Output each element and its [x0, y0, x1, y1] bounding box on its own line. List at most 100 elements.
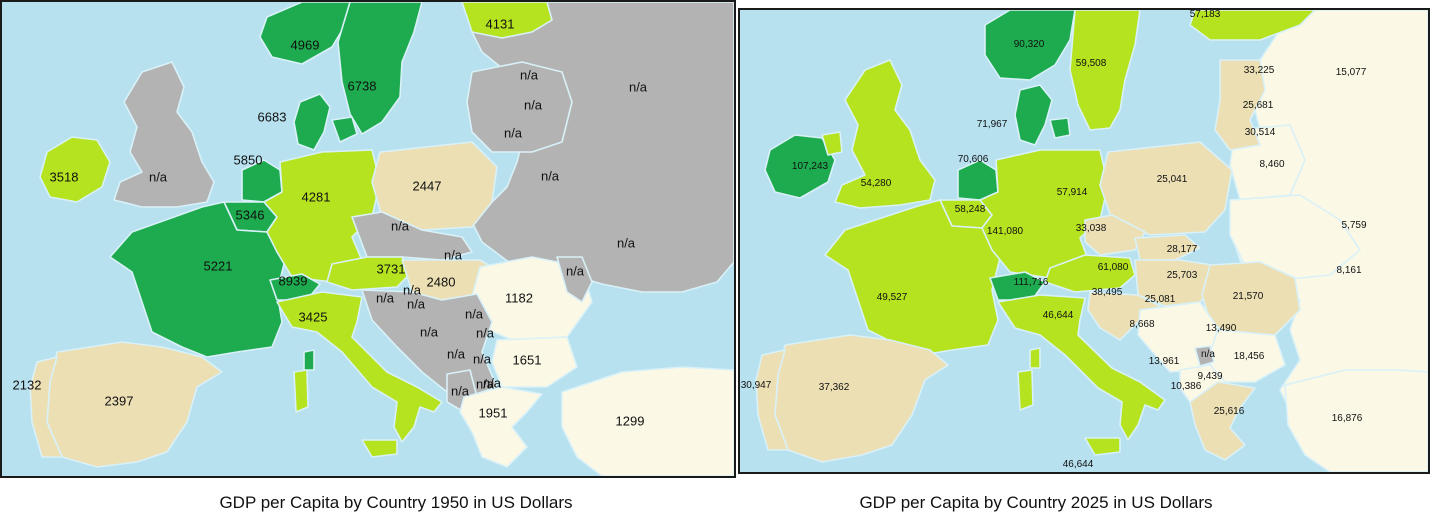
map-2025-value-label: 25,703 — [1166, 270, 1198, 281]
caption-1950: GDP per Capita by Country 1950 in US Dol… — [219, 493, 573, 512]
map-1950-value-label: n/a — [443, 247, 463, 263]
map-2025-value-label: 107,243 — [791, 161, 829, 172]
map-2025-value-label: 5,759 — [1341, 220, 1367, 231]
map-2025-value-label: 25,081 — [1144, 294, 1176, 305]
map-1950-value-label: 3731 — [376, 261, 406, 277]
map-2025-value-label: 33,038 — [1075, 223, 1107, 234]
map-2025-value-label: 54,280 — [860, 178, 892, 189]
map-1950-value-label: 1951 — [478, 405, 508, 421]
map-1950-value-label: 5850 — [233, 152, 263, 168]
map-2025-value-label: 21,570 — [1232, 291, 1264, 302]
map-2025-value-label: 71,967 — [976, 119, 1008, 130]
region-bulgaria-1950 — [491, 336, 578, 388]
region-baltics-1950 — [466, 61, 573, 153]
map-2025-value-label: 25,616 — [1213, 406, 1245, 417]
map-2025-value-label: 8,668 — [1129, 319, 1155, 330]
region-switzerland-2025 — [989, 271, 1046, 301]
region-n-ireland-2025 — [821, 131, 843, 156]
map-2025-value-label: n/a — [1201, 349, 1215, 360]
region-austria-1950 — [326, 256, 413, 291]
region-denmark-islands-1950 — [331, 116, 358, 143]
map-1950-value-label: 6683 — [257, 109, 287, 125]
region-ukraine-2025 — [1229, 194, 1361, 281]
map-2025-value-label: 28,177 — [1166, 244, 1198, 255]
map-1950-value-label: n/a — [390, 218, 410, 234]
region-sardinia-1950 — [293, 369, 309, 413]
region-norway-2025 — [984, 10, 1076, 81]
map-2025-value-label: 46,644 — [1042, 310, 1074, 321]
map-2025-land — [755, 10, 1428, 472]
map-1950-value-label: n/a — [503, 125, 523, 141]
region-moldova-1950 — [556, 256, 593, 303]
region-croatia-2025 — [1087, 291, 1161, 341]
region-spain-1950 — [46, 341, 223, 468]
region-italy-2025 — [997, 294, 1166, 441]
map-1950-value-label: n/a — [540, 168, 560, 184]
region-sweden-2025 — [1069, 10, 1141, 131]
region-slovakia-2025 — [1134, 234, 1201, 261]
map-1950-value-label: n/a — [475, 325, 495, 341]
region-sicily-2025 — [1084, 437, 1121, 456]
map-1950-value-label: 1182 — [505, 290, 533, 306]
map-2025-value-label: 57,183 — [1189, 9, 1221, 20]
region-austria-2025 — [1044, 254, 1136, 293]
caption-2025: GDP per Capita by Country 2025 in US Dol… — [859, 493, 1213, 512]
region-portugal-1950 — [29, 356, 63, 458]
region-turkey-2025 — [1284, 369, 1428, 472]
region-denmark-2025 — [1014, 84, 1053, 146]
region-poland-2025 — [1099, 141, 1233, 236]
map-1950-value-label: n/a — [148, 169, 168, 185]
map-2025-value-label: 16,876 — [1331, 413, 1363, 424]
map-1950-value-label: n/a — [402, 282, 422, 298]
region-czechia-2025 — [1084, 214, 1146, 256]
map-2025-value-label: 57,914 — [1056, 187, 1088, 198]
map-1950-value-label: 1651 — [512, 352, 542, 368]
map-1950-value-label: 6738 — [347, 78, 377, 94]
region-france-2025 — [824, 199, 1003, 356]
map-1950-value-label: n/a — [628, 79, 648, 95]
map-1950: 4969 6738 4131 6683 5850 3518 n/a 4281 2447 5346 5… — [0, 0, 736, 478]
map-2025-value-label: 90,320 — [1013, 39, 1045, 50]
region-denmark-1950 — [293, 93, 331, 151]
map-2025-value-label: 8,460 — [1259, 159, 1285, 170]
map-2025-value-label: 59,508 — [1075, 58, 1107, 69]
map-1950-value-label: 2447 — [412, 178, 442, 194]
map-2025-value-label: 38,495 — [1091, 287, 1123, 298]
map-1950-land — [29, 2, 734, 476]
region-denmark-islands-2025 — [1049, 117, 1071, 139]
map-1950-value-label: n/a — [472, 351, 492, 367]
region-portugal-2025 — [755, 349, 789, 451]
map-1950-value-label: 3425 — [298, 309, 328, 325]
region-kosovo-2025 — [1194, 345, 1215, 367]
map-1950-value-label: n/a — [446, 346, 466, 362]
map-2025-value-label: 33,225 — [1243, 65, 1275, 76]
map-1950-value-label: 2132 — [12, 377, 42, 393]
map-2025-value-label: 58,248 — [954, 204, 986, 215]
map-1950-value-label: n/a — [406, 296, 426, 312]
map-2025-value-label: 9,439 — [1197, 371, 1223, 382]
map-2025-value-label: 13,490 — [1205, 323, 1237, 334]
map-1950-value-label: n/a — [419, 324, 439, 340]
map-2025-value-label: 70,606 — [957, 154, 989, 165]
map-1950-value-label: n/a — [565, 263, 585, 279]
map-1950-value-label: n/a — [464, 306, 484, 322]
region-corsica-1950 — [303, 349, 315, 371]
map-2025-value-label: 25,681 — [1242, 100, 1274, 111]
region-yugoslavia-1950 — [361, 289, 498, 398]
map-1950-value-label: n/a — [519, 67, 539, 83]
region-ireland-2025 — [764, 134, 836, 199]
map-2025-value-label: 15,077 — [1335, 67, 1367, 78]
map-2025-value-label: 61,080 — [1097, 262, 1129, 273]
map-1950-value-label: 8939 — [278, 273, 308, 289]
region-uk-2025 — [834, 59, 936, 209]
map-1950-value-label: 2480 — [426, 274, 456, 290]
map-1950-value-label: n/a — [375, 290, 395, 306]
map-2025-value-label: 25,041 — [1156, 174, 1188, 185]
map-2025-value-label: 30,514 — [1244, 127, 1276, 138]
region-france-1950 — [109, 201, 288, 358]
map-1950-value-label: 5221 — [203, 258, 233, 274]
map-2025: 90,320 59,508 57,183 33,225 15,077 25,681 71,9… — [738, 8, 1430, 474]
region-baltics-2025 — [1214, 59, 1266, 151]
region-finland-1950 — [461, 2, 553, 39]
map-1950-value-label: 4969 — [290, 37, 320, 53]
